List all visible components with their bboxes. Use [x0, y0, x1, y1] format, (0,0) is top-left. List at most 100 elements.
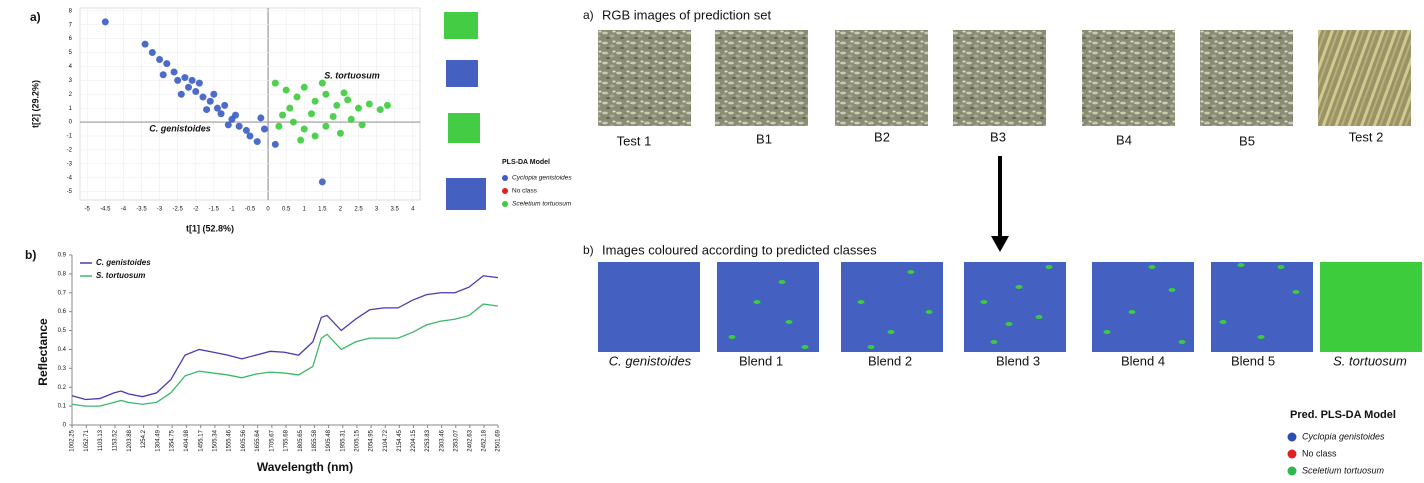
point: [358, 121, 366, 129]
prediction-panel: a) RGB images of prediction set Test 1 B1 B2…: [583, 7, 1422, 476]
legend-marker: [502, 188, 508, 194]
y-tick-label: 0: [63, 423, 67, 429]
image-label: Test 2: [1349, 129, 1384, 144]
y-tick-label: 0.2: [58, 385, 67, 391]
point: [311, 97, 319, 105]
x-tick-label: 1254.2: [141, 429, 147, 448]
y-tick-label: -5: [67, 189, 73, 195]
speck: [1237, 263, 1245, 267]
speck: [925, 310, 933, 314]
y-tick-label: 0.3: [58, 366, 67, 372]
x-tick-label: 0.5: [282, 207, 291, 213]
speck: [778, 280, 786, 284]
point: [318, 178, 326, 186]
point: [101, 18, 109, 26]
x-tick-label: 2402.63: [467, 429, 473, 451]
point: [318, 79, 326, 87]
speck: [1292, 290, 1300, 294]
legend-marker: [1287, 466, 1297, 476]
speck: [1168, 288, 1176, 292]
x-axis-label: t[1] (52.8%): [186, 223, 234, 233]
speck: [1257, 335, 1265, 339]
legend-label: Cyclopia genistoides: [512, 175, 572, 182]
x-tick-label: 2104.72: [383, 429, 389, 451]
image-label: S. tortuosum: [1333, 353, 1407, 368]
x-tick-label: 1: [303, 207, 307, 213]
y-tick-label: 6: [69, 36, 73, 42]
x-tick-label: 1905.48: [326, 429, 332, 451]
rgb-image: [835, 30, 928, 126]
x-tick-label: 1002.25: [70, 429, 76, 451]
legend-label: Sceletium tortuosum: [1302, 465, 1385, 475]
y-tick-label: 0.6: [58, 309, 67, 315]
speck: [857, 300, 865, 304]
speck: [728, 335, 736, 339]
y-tick-label: 0: [69, 120, 73, 126]
point: [293, 93, 301, 101]
point: [224, 121, 232, 129]
speck: [1277, 265, 1285, 269]
point: [217, 110, 225, 118]
point: [242, 126, 250, 134]
point: [232, 111, 240, 119]
y-tick-label: 0.5: [58, 328, 67, 334]
point: [141, 40, 149, 48]
x-tick-label: -2.5: [172, 207, 183, 213]
y-tick-label: 0.9: [58, 253, 67, 259]
speck: [1015, 285, 1023, 289]
x-tick-label: 1855.58: [312, 429, 318, 451]
x-tick-label: 3: [375, 207, 379, 213]
speck: [1128, 310, 1136, 314]
point: [322, 122, 330, 130]
legend-marker: [1287, 449, 1297, 459]
x-tick-label: 1052.71: [84, 429, 90, 451]
speck: [1045, 265, 1053, 269]
point: [322, 90, 330, 98]
panel-label: a): [30, 10, 41, 24]
y-tick-label: -4: [67, 175, 73, 181]
x-tick-label: -4: [121, 207, 127, 213]
image-label: B1: [756, 131, 772, 146]
x-tick-label: 2005.15: [355, 429, 361, 451]
x-tick-label: 1655.64: [255, 429, 261, 451]
panel-label: b): [583, 243, 594, 257]
x-tick-label: 1304.49: [155, 429, 161, 451]
x-tick-label: -3.5: [136, 207, 147, 213]
x-tick-label: -0.5: [245, 207, 256, 213]
y-axis-label: Reflectance: [36, 318, 50, 386]
x-tick-label: 2204.15: [411, 429, 417, 451]
class-image: [1320, 262, 1422, 352]
y-tick-label: 8: [69, 8, 73, 14]
point: [192, 87, 200, 95]
legend-label: Sceletium tortuosum: [512, 201, 572, 208]
y-tick-label: 2: [69, 92, 73, 98]
rgb-image: [1318, 30, 1411, 126]
panel-title: RGB images of prediction set: [602, 7, 771, 22]
x-tick-label: 1805.65: [298, 429, 304, 451]
speck: [1005, 322, 1013, 326]
panel-label: a): [583, 8, 594, 22]
x-tick-label: 2.5: [354, 207, 363, 213]
point: [210, 90, 218, 98]
x-tick-label: 1455.17: [198, 429, 204, 451]
x-tick-label: 4: [411, 207, 415, 213]
speck: [801, 345, 809, 349]
x-tick-label: 2303.46: [439, 429, 445, 451]
point: [286, 104, 294, 112]
x-tick-label: 2452.18: [482, 429, 488, 451]
point: [260, 125, 268, 133]
point: [282, 86, 290, 94]
class-image: [598, 262, 700, 352]
x-tick-label: 1103.13: [98, 429, 104, 451]
spectrum-line: [71, 275, 499, 401]
speck: [753, 300, 761, 304]
x-tick-label: -4.5: [100, 207, 111, 213]
x-tick-label: 2: [339, 207, 343, 213]
x-tick-label: 2353.07: [453, 429, 459, 451]
speck: [990, 340, 998, 344]
annotation: C. genistoides: [149, 123, 211, 133]
x-axis-label: Wavelength (nm): [257, 460, 353, 474]
speck: [1035, 315, 1043, 319]
legend-marker: [502, 175, 508, 181]
point: [159, 71, 167, 79]
